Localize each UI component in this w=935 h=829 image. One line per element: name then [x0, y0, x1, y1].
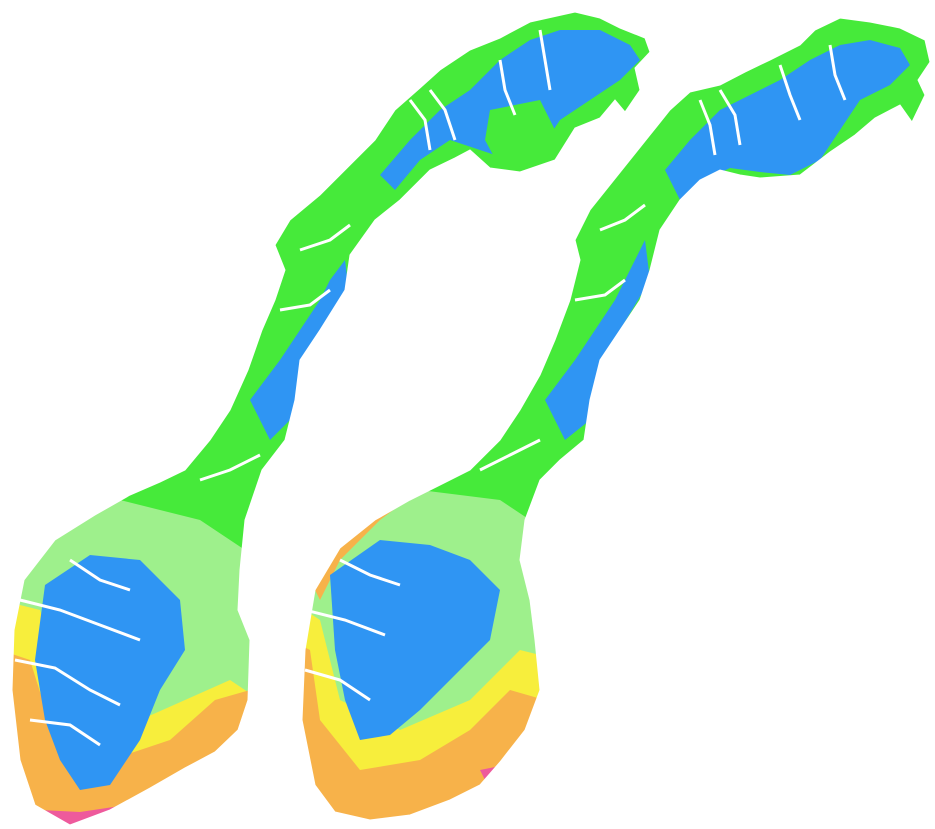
norway-map-right [301, 17, 931, 821]
right-fjords [304, 44, 847, 702]
right-mid-highland-blue [545, 240, 650, 440]
left-finnmark-green [485, 100, 560, 168]
right-coast-orange [302, 640, 545, 820]
right-map-fill [302, 18, 930, 820]
right-south-highland-blue [330, 540, 500, 740]
right-outline [301, 17, 931, 821]
left-mid-highland-blue [250, 260, 350, 440]
right-north-highland-blue [665, 40, 910, 200]
left-fjords [14, 29, 552, 747]
right-south-tip-pink [480, 765, 520, 800]
right-west-coast-orange [302, 490, 420, 600]
left-outline [11, 11, 651, 826]
